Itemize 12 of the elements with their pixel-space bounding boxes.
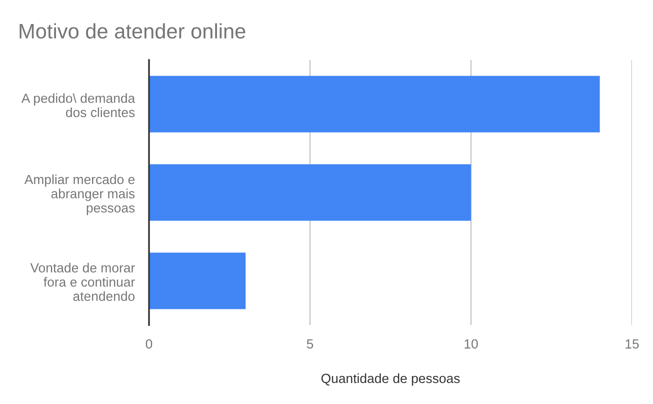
y-tick-label: Ampliar mercado e abranger mais pessoas <box>24 174 135 216</box>
x-tick-label: 10 <box>464 339 478 349</box>
bar <box>149 164 471 221</box>
x-tick-label: 15 <box>626 339 639 349</box>
y-tick-label: Vontade de morar fora e continuar atendendo <box>30 262 135 301</box>
bar <box>149 76 600 132</box>
x-axis-title: Quantidade de pessoas <box>321 373 460 386</box>
x-tick-label: 5 <box>306 339 314 349</box>
chart-title: Motivo de atender online <box>20 23 246 39</box>
x-tick-label: 0 <box>146 339 152 349</box>
y-tick-label: A pedido\ demanda dos clientes <box>21 93 136 118</box>
bar <box>149 252 246 310</box>
